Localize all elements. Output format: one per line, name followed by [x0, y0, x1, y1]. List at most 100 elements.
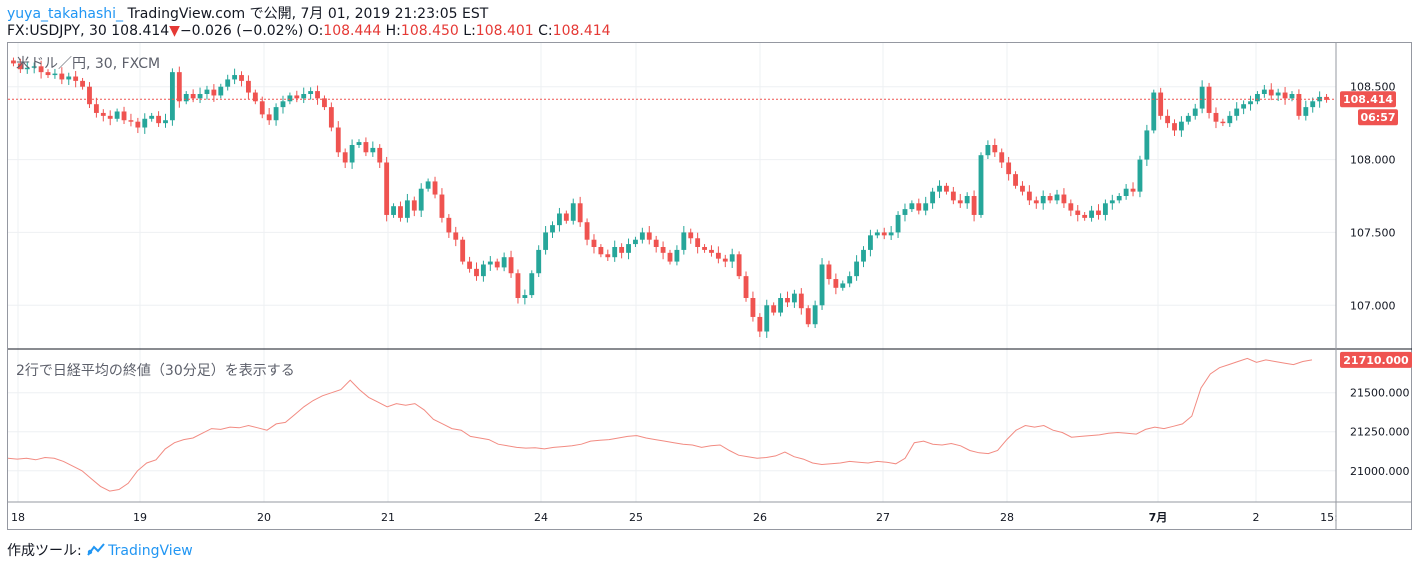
candle-body	[798, 293, 804, 309]
candle-body	[301, 94, 307, 99]
candle-body	[957, 200, 963, 204]
x-tick-label: 28	[1000, 511, 1014, 524]
candle-body	[287, 95, 293, 102]
candle-body	[273, 107, 279, 121]
candle-body	[916, 203, 922, 211]
candle-body	[1317, 96, 1323, 102]
candle-body	[660, 247, 666, 253]
footer-label: 作成ツール:	[7, 543, 87, 559]
x-tick-label: 15:	[1320, 511, 1338, 524]
candle-body	[1075, 210, 1081, 215]
candle-body	[833, 279, 839, 288]
y-tick-label: 107.500	[1350, 226, 1396, 239]
candle-body	[1289, 94, 1295, 99]
last-price: 108.414	[111, 23, 170, 39]
usdjpy-candles	[8, 57, 1336, 338]
candle-body	[315, 91, 320, 99]
candle-body	[411, 200, 417, 211]
candle-body	[80, 80, 85, 87]
candle-body	[785, 298, 790, 303]
footer: 作成ツール: TradingView	[7, 540, 193, 560]
x-tick-label: 21	[381, 511, 395, 524]
candle-body	[1199, 86, 1205, 109]
candle-body	[38, 66, 44, 73]
chart-frame[interactable]	[7, 42, 1412, 530]
candle-body	[176, 72, 182, 102]
x-tick-label: 24	[534, 511, 548, 524]
candle-body	[114, 111, 120, 119]
candle-body	[328, 107, 334, 128]
x-tick-label: 7月	[1149, 511, 1168, 524]
candle-body	[391, 206, 396, 215]
candle-body	[750, 298, 756, 317]
candle-body	[128, 120, 134, 122]
candle-body	[480, 264, 486, 277]
candle-body	[944, 185, 949, 192]
axes: 18 19 20 21 24 25 26 27 28 7月 2 15: 108.500 108.000 10…	[8, 43, 1412, 530]
candle-body	[190, 94, 196, 99]
candle-body	[923, 203, 929, 211]
candle-body	[1310, 101, 1316, 108]
candle-body	[404, 200, 410, 218]
open-value: 108.444	[323, 23, 382, 39]
candle-body	[674, 249, 680, 262]
candle-body	[211, 89, 217, 96]
candle-body	[266, 114, 272, 121]
candle-body	[425, 181, 431, 189]
candle-body	[1227, 115, 1233, 124]
candle-body	[335, 127, 341, 153]
author-link[interactable]: yuya_takahashi_	[7, 6, 124, 22]
y-tick-label: 21000.000	[1350, 465, 1410, 478]
high-label: H:	[385, 23, 401, 39]
candle-body	[736, 254, 742, 277]
countdown-tag	[1358, 109, 1398, 126]
candle-body	[1220, 121, 1226, 124]
candle-body	[204, 89, 210, 94]
candle-body	[909, 203, 915, 210]
candle-body	[280, 101, 286, 108]
candle-body	[474, 268, 479, 277]
candle-body	[156, 115, 162, 124]
candle-body	[639, 232, 645, 240]
candle-body	[1192, 108, 1198, 116]
candle-body	[252, 92, 258, 102]
candle-body	[1282, 92, 1288, 99]
candle-body	[1268, 89, 1274, 96]
candle-body	[349, 145, 355, 163]
candle-body	[1006, 162, 1012, 175]
publish-info: yuya_takahashi_ TradingView.com で公開, 7月 …	[7, 6, 488, 23]
x-tick-label: 2	[1253, 511, 1260, 524]
y-tick-label: 21500.000	[1350, 387, 1410, 400]
y-tick-label: 108.000	[1350, 154, 1396, 167]
candle-body	[743, 276, 749, 298]
candle-body	[87, 86, 92, 105]
candle-body	[1020, 185, 1025, 192]
candle-body	[308, 91, 314, 94]
candle-body	[460, 239, 466, 262]
candle-body	[439, 194, 445, 218]
candle-body	[494, 261, 500, 268]
candle-body	[24, 67, 30, 70]
candle-body	[522, 295, 528, 298]
candle-body	[356, 142, 362, 145]
candle-body	[1047, 196, 1053, 201]
open-label: O:	[307, 23, 324, 39]
candle-body	[536, 249, 542, 274]
candle-body	[771, 305, 777, 313]
tradingview-logo-icon[interactable]	[86, 543, 108, 559]
down-arrow-icon: ▼	[169, 23, 180, 39]
published-text: TradingView.com で公開, 7月 01, 2019 21:23:0…	[127, 6, 489, 22]
tradingview-logo-text[interactable]: TradingView	[108, 543, 193, 559]
candle-body	[1026, 191, 1032, 201]
candle-body	[688, 232, 694, 239]
candle-body	[363, 142, 369, 153]
candle-body	[100, 112, 106, 116]
low-label: L:	[463, 23, 476, 39]
candle-body	[322, 98, 327, 108]
candle-body	[73, 76, 79, 81]
candle-body	[992, 145, 998, 153]
candle-body	[1096, 210, 1101, 215]
candle-body	[197, 94, 203, 99]
candle-body	[702, 247, 707, 250]
